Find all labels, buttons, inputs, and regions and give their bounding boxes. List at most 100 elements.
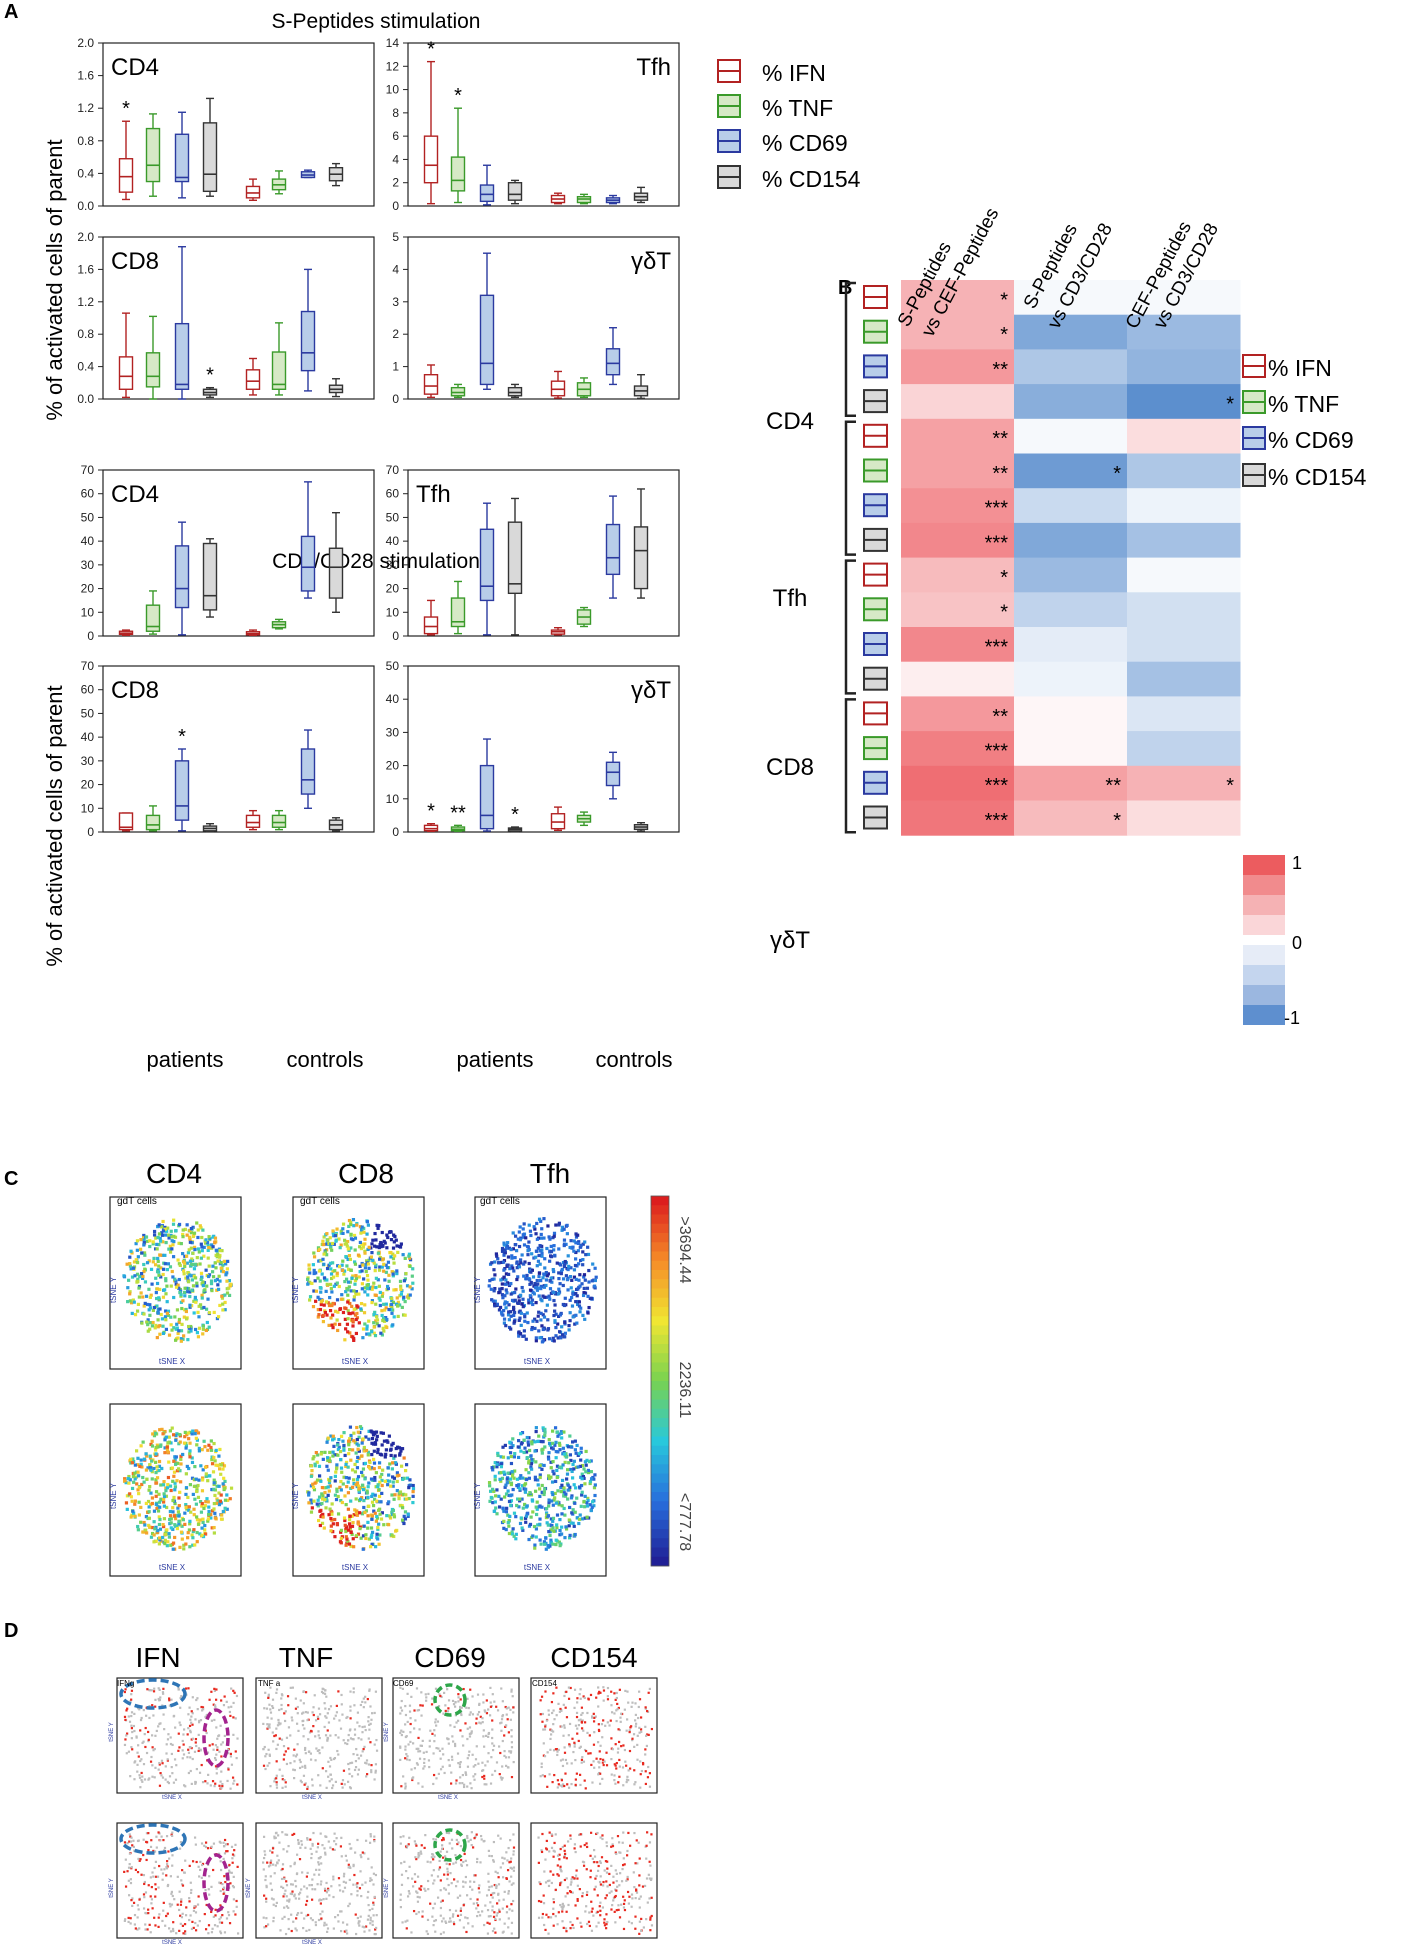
- marker-point: [226, 1779, 229, 1783]
- marker-point: [278, 1708, 281, 1712]
- tsne-point: [169, 1284, 173, 1288]
- tsne-point: [585, 1515, 589, 1519]
- tsne-point: [364, 1263, 368, 1267]
- tsne-point: [316, 1518, 321, 1523]
- marker-point: [193, 1750, 197, 1753]
- marker-point: [273, 1780, 276, 1783]
- tsne-point: [131, 1509, 135, 1513]
- tsne-point: [404, 1271, 408, 1276]
- tsne-point: [499, 1465, 504, 1469]
- tsne-point: [163, 1225, 167, 1229]
- tsne-point: [349, 1222, 353, 1227]
- tsne-point: [521, 1305, 525, 1309]
- tsne-point: [180, 1322, 184, 1326]
- tsne-point: [142, 1457, 146, 1461]
- marker-point: [208, 1744, 211, 1747]
- marker-point: [284, 1750, 287, 1753]
- heatmap-star: *: [1226, 775, 1234, 797]
- tsne-point: [324, 1486, 328, 1490]
- marker-point: [124, 1738, 127, 1741]
- tsne-point: [506, 1513, 510, 1517]
- tsne-point: [184, 1446, 188, 1450]
- tsne-point: [495, 1465, 499, 1469]
- heatmap-cell: [1127, 453, 1241, 489]
- tsne-point: [343, 1494, 347, 1498]
- marker-point: [500, 1718, 504, 1721]
- tsne-point: [347, 1518, 352, 1522]
- marker-point: [299, 1779, 302, 1782]
- marker-point: [143, 1733, 146, 1736]
- heatmap-cell: [1014, 349, 1128, 385]
- marker-point: [153, 1747, 156, 1751]
- tsne-point: [325, 1253, 329, 1257]
- tsne-point: [497, 1261, 501, 1265]
- marker-point: [280, 1738, 284, 1741]
- marker-point: [293, 1768, 296, 1772]
- tsne-point: [333, 1517, 337, 1522]
- marker-point: [133, 1778, 136, 1781]
- tsne-point: [384, 1302, 388, 1306]
- marker-point: [275, 1727, 278, 1730]
- tsne-point: [376, 1484, 380, 1489]
- tsne-point: [527, 1240, 531, 1244]
- tsne-point: [357, 1486, 362, 1490]
- tsne-point: [189, 1246, 193, 1250]
- marker-point: [364, 1695, 367, 1698]
- tsne-point: [311, 1305, 316, 1309]
- tsne-point: [367, 1266, 371, 1270]
- tsne-point: [508, 1494, 513, 1498]
- tsne-point: [549, 1250, 554, 1254]
- tsne-point: [523, 1446, 527, 1450]
- marker-point: [130, 1711, 134, 1714]
- marker-point: [350, 1761, 354, 1764]
- marker-point: [418, 1750, 422, 1753]
- tsne-point: [342, 1516, 347, 1520]
- marker-point: [400, 1709, 404, 1712]
- tsne-point: [198, 1224, 202, 1228]
- tsne-point: [361, 1487, 366, 1492]
- tsne-point: [366, 1262, 370, 1266]
- tsne-point: [353, 1236, 358, 1240]
- tsne-point: [154, 1490, 159, 1494]
- group-bracket: [844, 420, 856, 556]
- tsne-point: [358, 1527, 362, 1531]
- marker-point: [171, 1743, 174, 1747]
- tsne-point: [160, 1231, 164, 1235]
- tsne-point: [125, 1494, 130, 1498]
- marker-point: [625, 1729, 628, 1732]
- tsne-point: [364, 1448, 369, 1453]
- tsne-point: [148, 1239, 152, 1243]
- tsne-point: [366, 1223, 370, 1227]
- tsne-point: [358, 1497, 363, 1501]
- tsne-point: [374, 1263, 378, 1267]
- scale-swatch: [1243, 965, 1285, 985]
- plot-title: CD4: [111, 54, 159, 81]
- color-bar-segment: [651, 1473, 669, 1483]
- tsne-point: [136, 1302, 141, 1306]
- tsne-point: [506, 1255, 511, 1259]
- tsne-point: [176, 1506, 180, 1510]
- tsne-point: [493, 1500, 497, 1504]
- tsne-point: [582, 1275, 586, 1279]
- tsne-label-1: gdT cells: [117, 1196, 157, 1207]
- tsne-point: [201, 1478, 205, 1482]
- tsne-point: [173, 1481, 177, 1485]
- marker-point: [297, 1729, 300, 1732]
- marker-point: [134, 1760, 137, 1763]
- tsne-point: [404, 1463, 409, 1467]
- tsne-point: [213, 1261, 217, 1265]
- y-tick-label: 20: [386, 759, 400, 773]
- tsne-point: [549, 1541, 553, 1545]
- tsne-point: [511, 1247, 515, 1251]
- tsne-point: [510, 1264, 514, 1268]
- tsne-point: [404, 1497, 409, 1501]
- tsne-point: [205, 1240, 210, 1245]
- marker-point: [329, 1756, 332, 1760]
- tsne-point: [198, 1262, 202, 1266]
- tsne-point: [142, 1269, 146, 1274]
- tsne-point: [339, 1536, 343, 1540]
- tsne-point: [177, 1320, 181, 1325]
- tsne-point: [491, 1501, 495, 1505]
- marker-point: [270, 1717, 273, 1720]
- tsne-point: [538, 1487, 542, 1491]
